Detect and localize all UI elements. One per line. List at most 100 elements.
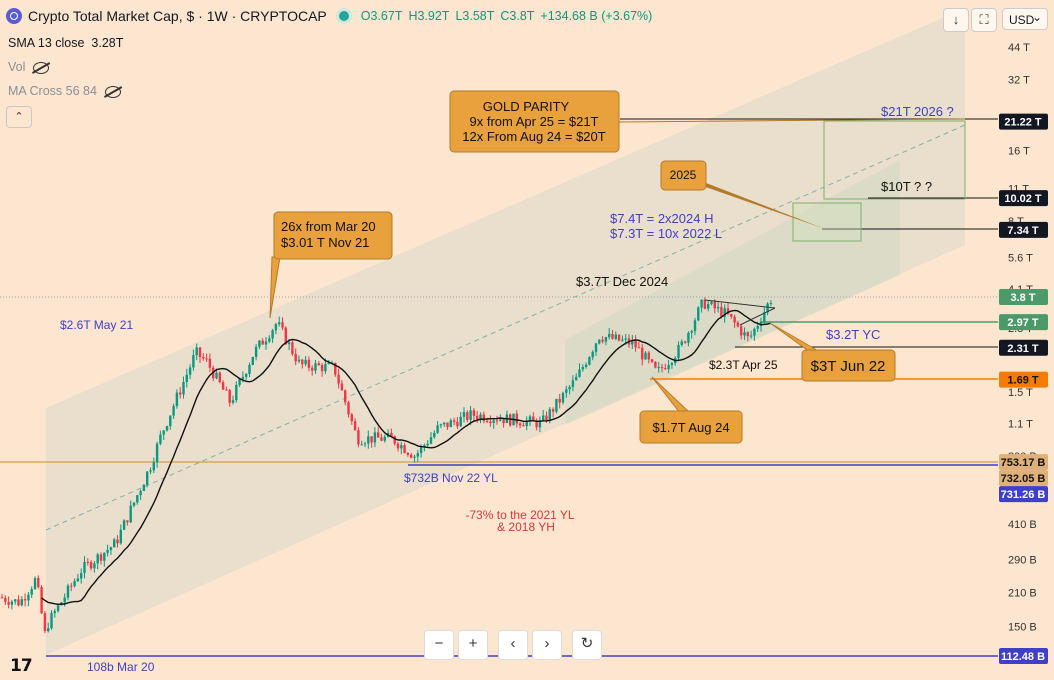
y-tick-label: 150 B bbox=[1008, 622, 1037, 634]
candle-body bbox=[162, 430, 165, 435]
candle-body bbox=[159, 434, 162, 444]
candle-body bbox=[344, 390, 347, 403]
zoom-out-button[interactable]: − bbox=[424, 630, 454, 660]
candle-body bbox=[20, 599, 23, 606]
y-tick-label: 210 B bbox=[1008, 587, 1037, 599]
candle-body bbox=[528, 416, 532, 421]
candle-body bbox=[720, 306, 723, 317]
candle-body bbox=[726, 308, 730, 314]
candle-body bbox=[350, 414, 353, 422]
candle-body bbox=[624, 338, 627, 340]
download-arrow-icon[interactable]: ↓ bbox=[943, 8, 969, 32]
jun22-callout: $3T Jun 22 bbox=[769, 322, 896, 382]
candle-body bbox=[353, 421, 357, 431]
candle-body bbox=[63, 597, 66, 603]
candle-body bbox=[393, 436, 396, 444]
candle-body bbox=[710, 301, 713, 305]
candle-body bbox=[340, 383, 344, 391]
reset-chart-button[interactable]: ↻ bbox=[572, 630, 602, 660]
price-label-box bbox=[999, 190, 1048, 207]
symbol-legend[interactable]: Crypto Total Market Cap, $ · 1W · CRYPTO… bbox=[6, 8, 652, 24]
sma-indicator[interactable]: SMA 13 close 3.28T bbox=[8, 36, 123, 50]
candle-body bbox=[660, 367, 664, 369]
candle-body bbox=[581, 367, 584, 370]
price-label: 112.48 B bbox=[1001, 651, 1045, 663]
candle-body bbox=[588, 357, 591, 365]
fullscreen-icon[interactable]: ⛶ bbox=[971, 8, 997, 32]
candle-body bbox=[522, 425, 525, 427]
gold-parity-callout: GOLD PARITY 9x from Apr 25 = $21T 12x Fr… bbox=[449, 90, 966, 153]
hidden-eye-icon[interactable] bbox=[104, 85, 121, 98]
target-2025-box bbox=[792, 202, 862, 242]
candle-body bbox=[749, 335, 753, 337]
zoom-in-button[interactable]: + bbox=[458, 630, 488, 660]
candle-body bbox=[439, 424, 443, 426]
candle-body bbox=[482, 414, 485, 422]
candle-body bbox=[320, 365, 324, 372]
candle-body bbox=[647, 352, 650, 360]
candle-body bbox=[89, 562, 93, 569]
candle-body bbox=[238, 378, 241, 385]
price-label: 7.34 T bbox=[1007, 225, 1038, 237]
candle-body bbox=[515, 413, 518, 424]
candle-body bbox=[192, 355, 195, 368]
candle-body bbox=[278, 322, 281, 325]
candle-body bbox=[608, 333, 611, 338]
price-label-box bbox=[999, 339, 1048, 356]
candle-body bbox=[703, 299, 707, 309]
ma-cross-indicator[interactable]: MA Cross 56 84 bbox=[8, 84, 121, 98]
y-tick-label: 44 T bbox=[1008, 42, 1030, 54]
high-value: H3.92T bbox=[408, 9, 450, 23]
candle-body bbox=[317, 363, 320, 366]
mar20-label: 108b Mar 20 bbox=[87, 660, 155, 674]
price-labels: 21.22 T 10.02 T 7.34 T 3.8 T 2.97 T 2.31 T 1.6… bbox=[999, 113, 1048, 665]
candle-body bbox=[683, 341, 687, 343]
candle-body bbox=[301, 359, 304, 365]
candle-body bbox=[182, 382, 185, 395]
candle-body bbox=[548, 409, 551, 422]
candle-body bbox=[304, 359, 307, 365]
price-axis[interactable]: 44 T32 T16 T11 T8 T5.6 T4.1 T2.8 T1.5 T1… bbox=[1008, 42, 1037, 633]
candle-body bbox=[571, 380, 575, 387]
candle-body bbox=[452, 420, 456, 422]
candle-body bbox=[175, 392, 179, 407]
crypto-coin-icon bbox=[6, 8, 22, 24]
candle-body bbox=[429, 437, 433, 444]
drawdown-line2: & 2018 YH bbox=[497, 520, 555, 534]
candle-body bbox=[532, 416, 535, 421]
candle-body bbox=[281, 322, 284, 328]
candle-body bbox=[591, 351, 594, 358]
candle-body bbox=[47, 628, 50, 632]
candle-body bbox=[208, 358, 212, 368]
currency-selector[interactable]: USD bbox=[1002, 6, 1048, 30]
candle-body bbox=[274, 324, 278, 331]
candle-body bbox=[172, 406, 175, 416]
scroll-right-button[interactable]: › bbox=[532, 630, 562, 660]
box-2025-label: 2025 bbox=[670, 168, 697, 182]
candle-body bbox=[284, 327, 287, 345]
hidden-eye-icon[interactable] bbox=[33, 61, 50, 74]
candle-body bbox=[30, 588, 33, 595]
candle-body bbox=[601, 339, 604, 342]
candle-body bbox=[146, 471, 149, 485]
target-10t-label: $10T ? ? bbox=[881, 179, 932, 194]
candle-body bbox=[347, 402, 350, 415]
price-label: 732.05 B bbox=[1001, 473, 1046, 485]
candle-body bbox=[716, 306, 720, 309]
candle-body bbox=[525, 420, 528, 427]
ma-cross-label: MA Cross 56 84 bbox=[8, 84, 97, 98]
candle-body bbox=[690, 331, 693, 333]
candle-body bbox=[139, 491, 142, 496]
candle-body bbox=[66, 585, 70, 598]
volume-indicator[interactable]: Vol bbox=[8, 60, 50, 74]
collapse-indicators-button[interactable]: ⌃ bbox=[6, 106, 32, 128]
price-label: 731.26 B bbox=[1001, 489, 1046, 501]
scroll-left-button[interactable]: ‹ bbox=[498, 630, 528, 660]
candle-body bbox=[218, 372, 221, 383]
candle-body bbox=[499, 419, 502, 421]
candle-body bbox=[403, 445, 406, 454]
candle-body bbox=[594, 343, 598, 352]
candle-body bbox=[83, 561, 86, 574]
candle-body bbox=[70, 585, 73, 587]
